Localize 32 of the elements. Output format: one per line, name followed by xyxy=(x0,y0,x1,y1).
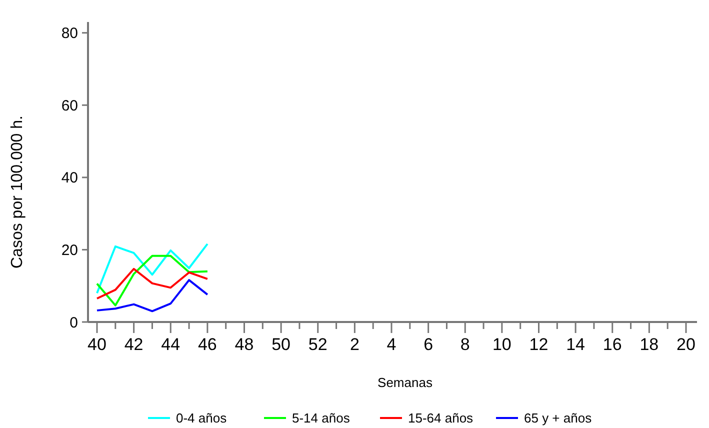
line-series xyxy=(96,268,208,300)
x-axis-title: Semanas xyxy=(378,375,433,390)
x-tick-label: 12 xyxy=(529,335,548,354)
x-tick-label: 20 xyxy=(676,335,696,354)
x-tick-label: 6 xyxy=(424,335,434,354)
y-tick-label: 40 xyxy=(61,170,78,187)
x-tick-label: 44 xyxy=(161,335,180,354)
x-tick-label: 16 xyxy=(602,335,622,354)
x-tick-label: 52 xyxy=(308,335,328,354)
y-tick-label: 0 xyxy=(70,314,78,332)
legend-label: 65 y + años xyxy=(524,410,592,426)
x-tick-label: 42 xyxy=(124,335,144,354)
x-tick-label: 50 xyxy=(272,335,291,354)
y-tick-label: 80 xyxy=(61,25,78,42)
x-tick-label: 4 xyxy=(386,335,396,354)
x-tick-label: 2 xyxy=(350,335,360,354)
x-tick-label: 10 xyxy=(492,335,512,354)
y-axis-title: Casos por 100.000 h. xyxy=(9,116,26,268)
x-tick-label: 40 xyxy=(88,335,106,354)
x-tick-label: 46 xyxy=(198,335,217,354)
line-series xyxy=(96,242,208,294)
y-tick-label: 60 xyxy=(61,97,78,114)
line-series xyxy=(96,254,208,306)
line-series xyxy=(96,279,208,312)
x-tick-label: 18 xyxy=(640,335,659,354)
legend-label: 15-64 años xyxy=(408,410,474,426)
x-tick-label: 14 xyxy=(566,335,586,354)
legend-label: 0-4 años xyxy=(176,410,228,426)
y-tick-label: 20 xyxy=(61,242,78,259)
x-tick-label: 8 xyxy=(460,335,470,354)
x-tick-label: 48 xyxy=(234,335,254,354)
legend-label: 5-14 años xyxy=(292,410,350,426)
